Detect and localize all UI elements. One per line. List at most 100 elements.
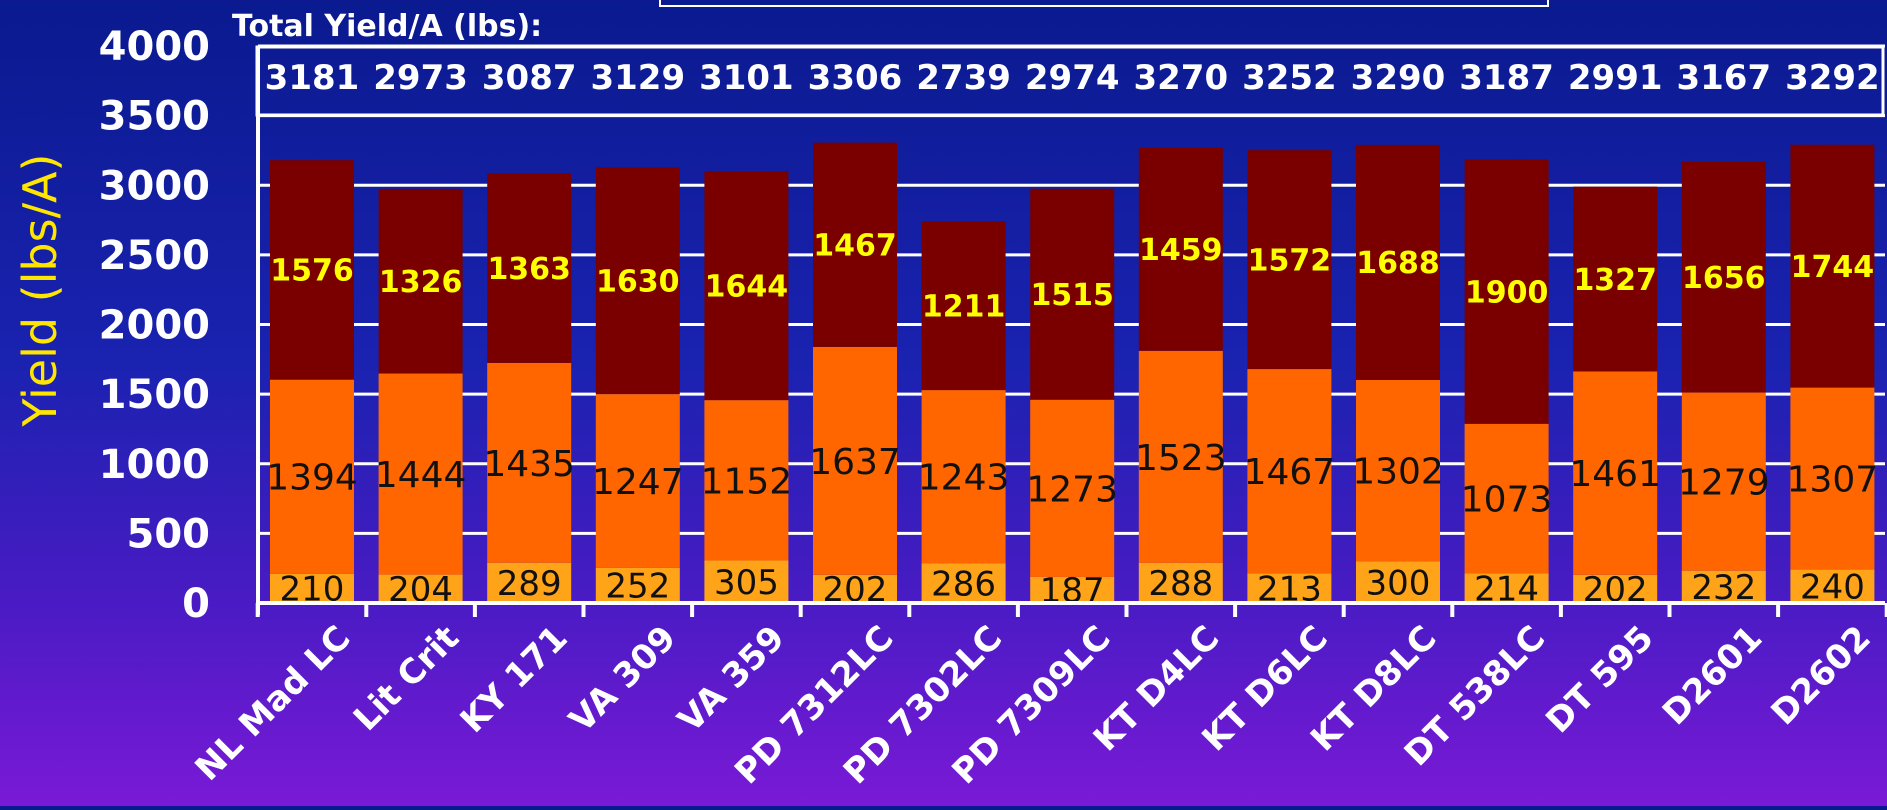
y-tick-label: 0 (182, 581, 210, 627)
bar-segment (813, 574, 897, 603)
data-label: 1656 (1682, 261, 1766, 296)
data-label: 252 (605, 567, 670, 607)
total-label: 3252 (1242, 58, 1337, 98)
bar-segment (1138, 562, 1223, 603)
data-label: 1467 (1244, 452, 1336, 493)
total-label: 3087 (482, 58, 577, 98)
x-axis (255, 46, 1887, 617)
y-tick-label: 1500 (99, 372, 210, 418)
y-tick-label: 1000 (99, 442, 210, 488)
x-tick-label: D2602 (1764, 618, 1879, 733)
data-label: 1327 (1573, 263, 1657, 298)
bar-segment (921, 563, 1006, 603)
bar-segment (378, 373, 463, 575)
total-label: 3167 (1676, 58, 1771, 98)
data-label: 1637 (809, 442, 901, 483)
total-label: 3306 (808, 58, 903, 98)
data-label: 1461 (1569, 454, 1661, 495)
total-label: 3181 (265, 58, 360, 98)
data-label: 240 (1800, 568, 1865, 608)
total-label: 3292 (1785, 58, 1880, 98)
data-labels: 2101394157620414441326289143513632521247… (266, 229, 1878, 612)
bar-segment (1790, 144, 1875, 388)
bar-segment (704, 400, 789, 561)
bar-segment (595, 167, 680, 395)
bar-segment (1790, 387, 1875, 570)
data-label: 187 (1040, 571, 1105, 611)
bar-segment (1030, 188, 1115, 400)
data-label: 1326 (379, 265, 463, 300)
totals-row: 3181 2973 3087 3129 3101 3306 2739 2974 3270 3252… (265, 58, 1880, 98)
bar-segment (1030, 576, 1115, 603)
totals-title: Total Yield/A (lbs): (232, 9, 542, 44)
data-label: 1467 (813, 229, 897, 264)
bar-segment (704, 171, 789, 401)
bar-segment (1247, 369, 1332, 574)
y-tick-labels: 0 500 1000 1500 2000 2500 3000 3500 4000 (99, 24, 210, 627)
data-label: 1152 (701, 461, 793, 502)
data-label: 1523 (1135, 438, 1227, 479)
data-label: 1644 (705, 269, 789, 304)
bar-segment (813, 346, 897, 575)
bar-segment (1681, 570, 1766, 603)
bar-segment (1681, 161, 1766, 393)
data-label: 1211 (922, 290, 1006, 325)
y-tick-label: 3000 (99, 163, 210, 209)
x-tick-label: KY 171 (453, 618, 576, 741)
bar-segment (1573, 574, 1658, 603)
bar-segment (595, 567, 680, 603)
data-label: 1688 (1356, 246, 1440, 281)
data-label: 1302 (1352, 452, 1444, 493)
total-label: 3101 (699, 58, 794, 98)
bar-segment (921, 221, 1006, 391)
total-label: 3290 (1351, 58, 1446, 98)
total-label: 3270 (1133, 58, 1228, 98)
data-label: 1444 (375, 455, 467, 496)
bar-segment (1030, 399, 1115, 577)
data-label: 300 (1366, 563, 1431, 603)
x-tick-label: NL Mad LC (188, 618, 359, 789)
bar-segment (1247, 573, 1332, 603)
bar-segment (378, 188, 463, 374)
data-label: 288 (1148, 564, 1213, 604)
data-label: 286 (931, 564, 996, 604)
data-label: 1515 (1030, 278, 1114, 313)
bar-segment (270, 573, 354, 603)
bar-segment (704, 560, 789, 603)
data-label: 305 (714, 563, 779, 603)
bar-segment (1681, 392, 1766, 571)
data-label: 1576 (270, 254, 354, 289)
x-tick-label: DT 595 (1538, 618, 1661, 741)
bar-segment (1464, 159, 1549, 424)
total-label: 2991 (1568, 58, 1663, 98)
data-label: 1363 (487, 252, 571, 287)
bar-segment (1356, 144, 1440, 380)
data-label: 1243 (918, 458, 1010, 499)
y-tick-label: 2500 (99, 233, 210, 279)
bar-segment (1356, 379, 1440, 562)
bar-segment (1138, 147, 1223, 351)
data-label: 1394 (266, 458, 358, 499)
bars (270, 142, 1875, 603)
data-label: 1900 (1465, 275, 1549, 310)
y-tick-label: 3500 (99, 94, 210, 140)
data-label: 1247 (592, 462, 684, 503)
data-label: 1273 (1026, 469, 1118, 510)
bar-segment (1356, 561, 1440, 603)
data-label: 1630 (596, 265, 680, 300)
bar-segment (921, 390, 1006, 564)
total-label: 2739 (916, 58, 1011, 98)
data-label: 1279 (1678, 463, 1770, 504)
bar-segment (595, 394, 680, 568)
data-label: 1572 (1248, 243, 1332, 278)
y-tick-label: 4000 (99, 24, 210, 70)
bar-segment (378, 574, 463, 603)
bar-segment (487, 562, 572, 603)
y-tick-label: 500 (127, 511, 211, 557)
x-tick-label: Lit Crit (346, 618, 467, 739)
bar-segment (487, 362, 572, 563)
x-tick-label: VA 309 (562, 618, 684, 740)
